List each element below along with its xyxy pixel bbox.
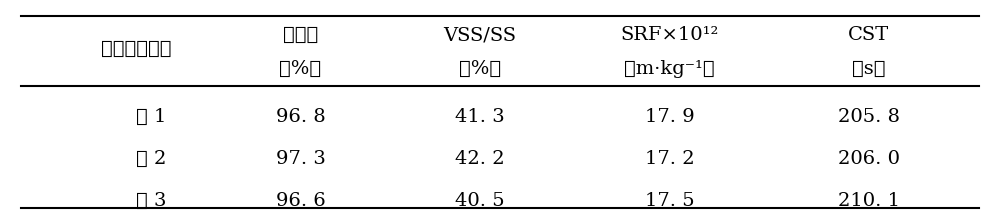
Text: 17. 2: 17. 2 (645, 150, 694, 168)
Text: 97. 3: 97. 3 (276, 150, 325, 168)
Text: 样 1: 样 1 (136, 108, 166, 126)
Text: 210. 1: 210. 1 (838, 192, 900, 210)
Text: 40. 5: 40. 5 (455, 192, 505, 210)
Text: 41. 3: 41. 3 (455, 108, 505, 126)
Text: （%）: （%） (459, 60, 501, 78)
Text: 96. 8: 96. 8 (276, 108, 325, 126)
Text: 样 2: 样 2 (136, 150, 166, 168)
Text: 样 3: 样 3 (136, 192, 166, 210)
Text: （m·kg⁻¹）: （m·kg⁻¹） (624, 60, 715, 78)
Text: SRF×10¹²: SRF×10¹² (620, 26, 719, 44)
Text: CST: CST (848, 26, 890, 44)
Text: 含水率: 含水率 (283, 26, 318, 44)
Text: 17. 9: 17. 9 (645, 108, 694, 126)
Text: VSS/SS: VSS/SS (444, 26, 517, 44)
Text: 96. 6: 96. 6 (276, 192, 325, 210)
Text: 205. 8: 205. 8 (838, 108, 900, 126)
Text: （s）: （s） (852, 60, 886, 78)
Text: 污泥样品编号: 污泥样品编号 (101, 40, 172, 58)
Text: （%）: （%） (279, 60, 322, 78)
Text: 206. 0: 206. 0 (838, 150, 900, 168)
Text: 17. 5: 17. 5 (645, 192, 694, 210)
Text: 42. 2: 42. 2 (455, 150, 505, 168)
